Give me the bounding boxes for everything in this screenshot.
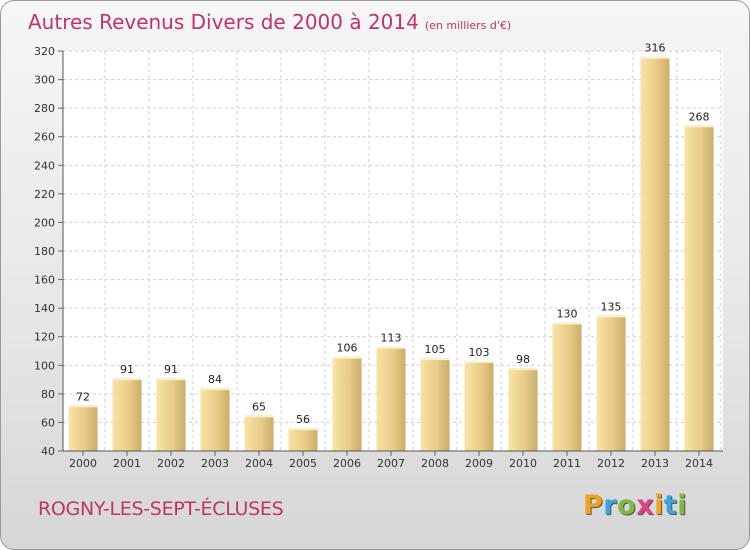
y-tick-label: 40 [41, 445, 55, 458]
bar-highlight [112, 378, 142, 381]
bar-highlight [684, 125, 714, 128]
x-tick-label: 2001 [113, 457, 141, 470]
x-tick-label: 2000 [69, 457, 97, 470]
y-tick-label: 100 [34, 359, 55, 372]
bar [596, 315, 626, 451]
y-tick-label: 220 [34, 188, 55, 201]
x-tick-label: 2007 [377, 457, 405, 470]
bar-highlight [420, 358, 450, 361]
y-tick-label: 160 [34, 274, 55, 287]
proxiti-logo[interactable]: Proxiti [583, 490, 687, 521]
bar [684, 125, 714, 452]
bar-value-label: 84 [208, 373, 222, 386]
bar-highlight [596, 315, 626, 318]
chart-title-text: Autres Revenus Divers de 2000 à 2014 [28, 10, 419, 34]
logo-letter: P [583, 490, 604, 521]
bar-highlight [200, 388, 230, 391]
bar-highlight [508, 368, 538, 371]
x-tick-label: 2010 [509, 457, 537, 470]
x-tick-label: 2011 [553, 457, 581, 470]
bar-value-label: 113 [381, 332, 402, 345]
x-tick-label: 2009 [465, 457, 493, 470]
y-tick-label: 140 [34, 302, 55, 315]
y-tick-label: 320 [34, 45, 55, 58]
bars: 72 91 91 84 65 56 106 113 105 103 98 130 135 316 268 [68, 42, 714, 452]
x-tick-label: 2004 [245, 457, 273, 470]
bar-highlight [288, 428, 318, 431]
bar-highlight [640, 56, 670, 59]
x-tick-label: 2013 [641, 457, 669, 470]
bar [112, 378, 142, 451]
bar [332, 356, 362, 451]
x-tick-label: 2006 [333, 457, 361, 470]
bar-value-label: 105 [425, 343, 446, 356]
bar-value-label: 65 [252, 400, 266, 413]
y-tick-label: 80 [41, 388, 55, 401]
y-tick-label: 300 [34, 74, 55, 87]
bar-value-label: 91 [164, 363, 178, 376]
x-tick-label: 2014 [685, 457, 713, 470]
bar-value-label: 103 [469, 346, 490, 359]
logo-letter: o [617, 490, 637, 521]
x-tick-label: 2012 [597, 457, 625, 470]
bar-highlight [156, 378, 186, 381]
logo-letter: t [663, 490, 678, 521]
bar [156, 378, 186, 451]
bar-highlight [332, 356, 362, 359]
x-tick-label: 2002 [157, 457, 185, 470]
bar-value-label: 98 [516, 353, 530, 366]
bar [200, 388, 230, 451]
y-tick-label: 280 [34, 102, 55, 115]
bar-value-label: 316 [645, 42, 666, 55]
bar [552, 322, 582, 451]
bar [288, 428, 318, 451]
bar-highlight [552, 322, 582, 325]
bar-value-label: 268 [689, 110, 710, 123]
bar [68, 405, 98, 451]
y-tick-label: 180 [34, 245, 55, 258]
logo-letter: i [654, 490, 664, 521]
y-tick-label: 200 [34, 216, 55, 229]
bar-highlight [68, 405, 98, 408]
x-tick-label: 2008 [421, 457, 449, 470]
chart-subtitle: (en milliers d'€) [424, 19, 512, 32]
x-tick-label: 2005 [289, 457, 317, 470]
x-tick-label: 2003 [201, 457, 229, 470]
bar [508, 368, 538, 451]
bar-highlight [244, 415, 274, 418]
bar [420, 358, 450, 451]
bar [640, 56, 670, 451]
y-tick-label: 120 [34, 331, 55, 344]
bar-value-label: 130 [557, 307, 578, 320]
bar [244, 415, 274, 451]
bar-value-label: 91 [120, 363, 134, 376]
y-tick-label: 240 [34, 159, 55, 172]
bar-value-label: 72 [76, 390, 90, 403]
y-tick-label: 260 [34, 131, 55, 144]
logo-letter: i [677, 490, 688, 521]
bar-value-label: 135 [601, 300, 622, 313]
logo-letter: r [603, 490, 618, 521]
y-tick-label: 60 [41, 416, 55, 429]
chart-title: Autres Revenus Divers de 2000 à 2014 (en … [28, 10, 511, 34]
bar-highlight [464, 361, 494, 363]
commune-name: ROGNY-LES-SEPT-ÉCLUSES [38, 498, 284, 520]
logo-letter: x [636, 490, 655, 521]
bar [376, 346, 406, 451]
bar-value-label: 106 [337, 342, 358, 355]
bar-value-label: 56 [296, 413, 310, 426]
bar [464, 361, 494, 451]
bar-highlight [376, 346, 406, 349]
axes: 40 60 80 100 120 140 160 180 200 220 240 260 280 300 3… [34, 45, 723, 470]
